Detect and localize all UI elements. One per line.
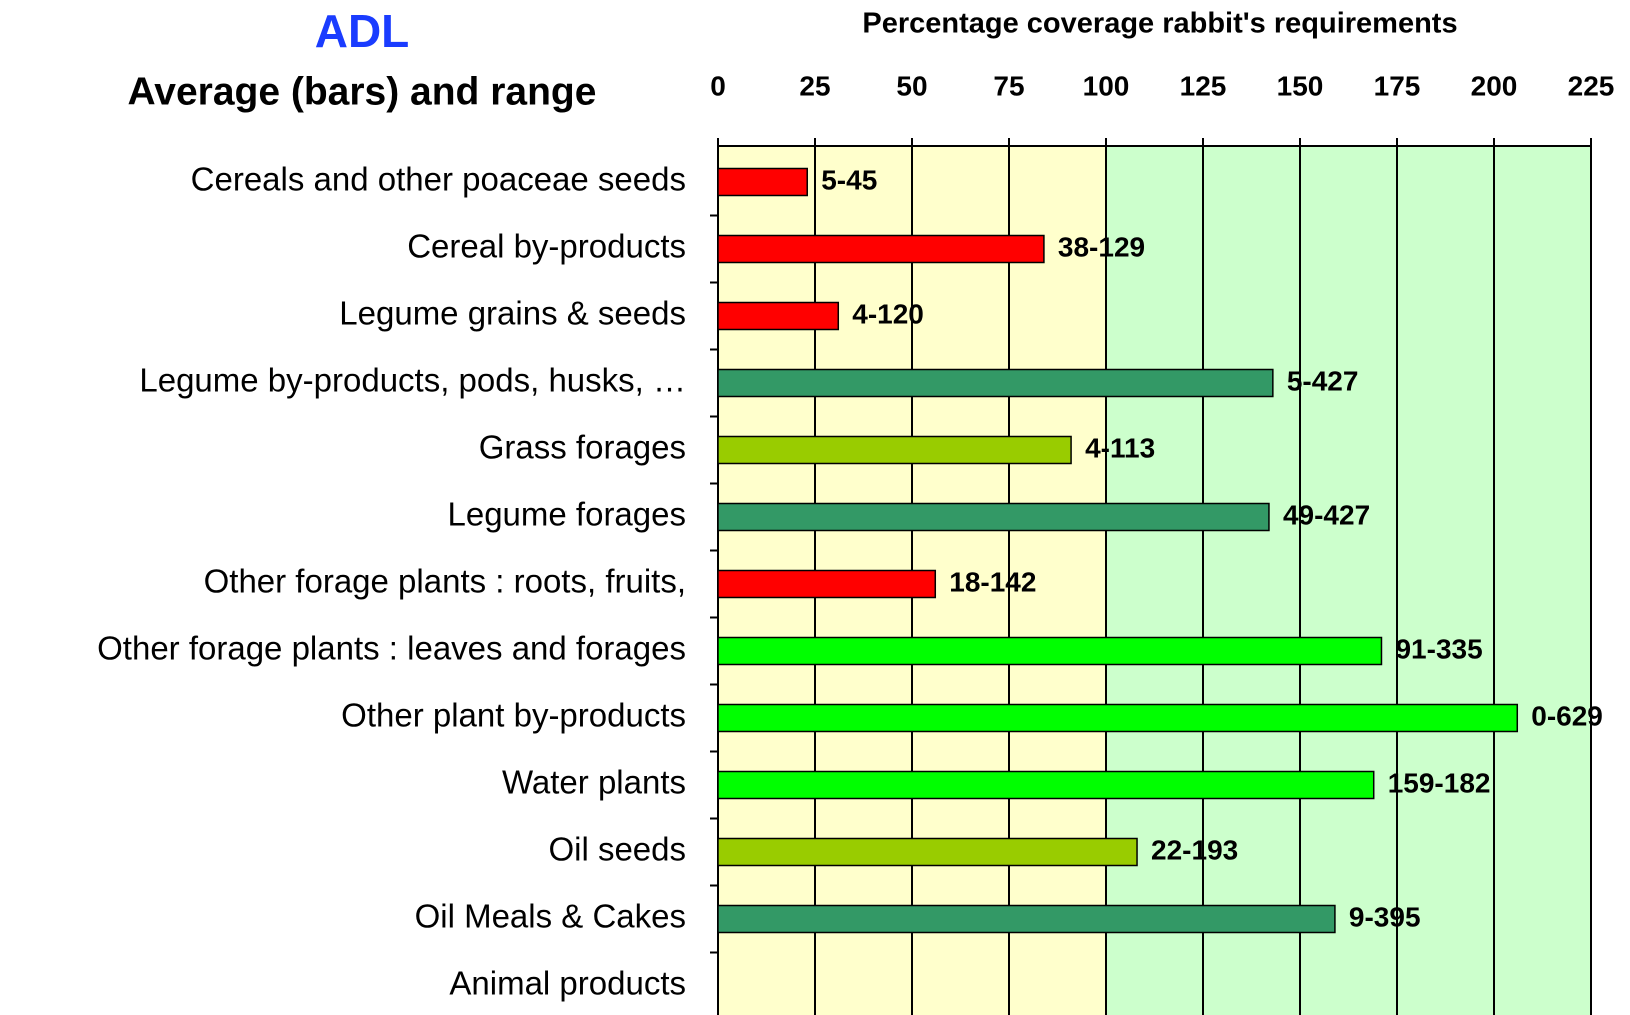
range-label: 49-427 [1283,499,1370,530]
bar [717,770,1375,800]
range-label: 22-193 [1151,834,1238,865]
range-label: 5-45 [821,164,877,195]
bar [717,502,1270,532]
y-tick-label: Cereals and other poaceae seeds [191,161,686,198]
axis-label: Percentage coverage rabbit's requirement… [862,8,1457,40]
x-tick-label: 125 [1180,70,1227,101]
y-tick-label: Cereal by-products [407,228,686,265]
range-label: 38-129 [1058,231,1145,262]
range-label: 5-427 [1287,365,1359,396]
y-tick-label: Legume grains & seeds [339,295,686,332]
bar [717,703,1519,733]
x-tick-label: 50 [896,70,927,101]
chart-title: ADL [315,5,410,57]
y-tick-label: Oil Meals & Cakes [415,898,686,935]
background-band [1106,146,1591,1015]
range-label: 0-629 [1531,700,1603,731]
y-tick-label: Animal products [449,965,686,1002]
x-tick-label: 175 [1374,70,1421,101]
bar [717,234,1045,264]
x-tick-label: 150 [1277,70,1324,101]
x-tick-label: 200 [1471,70,1518,101]
y-tick-label: Legume by-products, pods, husks, … [139,362,686,399]
chart-subtitle: Average (bars) and range [128,70,597,113]
bar [717,435,1072,465]
bar [717,368,1274,398]
y-tick-label: Other forage plants : roots, fruits, [204,563,686,600]
range-label: 18-142 [949,566,1036,597]
y-tick-label: Other plant by-products [341,697,686,734]
y-tick-label: Grass forages [479,429,686,466]
bar [717,301,840,331]
bar [717,837,1138,867]
y-tick-label: Water plants [502,764,686,801]
range-label: 159-182 [1388,767,1491,798]
range-label: 9-395 [1349,901,1421,932]
y-tick-label: Other forage plants : leaves and forages [97,630,686,667]
x-tick-label: 100 [1083,70,1130,101]
range-label: 4-113 [1085,432,1155,463]
x-tick-label: 25 [799,70,830,101]
y-tick-label: Legume forages [448,496,687,533]
y-tick-label: Oil seeds [548,831,686,868]
bar [717,904,1336,934]
bar [717,167,808,197]
x-tick-label: 225 [1568,70,1615,101]
range-label: 4-120 [852,298,924,329]
range-label: 91-335 [1395,633,1482,664]
bar [717,569,937,599]
x-tick-label: 75 [993,70,1024,101]
bar [717,636,1383,666]
x-tick-label: 0 [710,70,726,101]
